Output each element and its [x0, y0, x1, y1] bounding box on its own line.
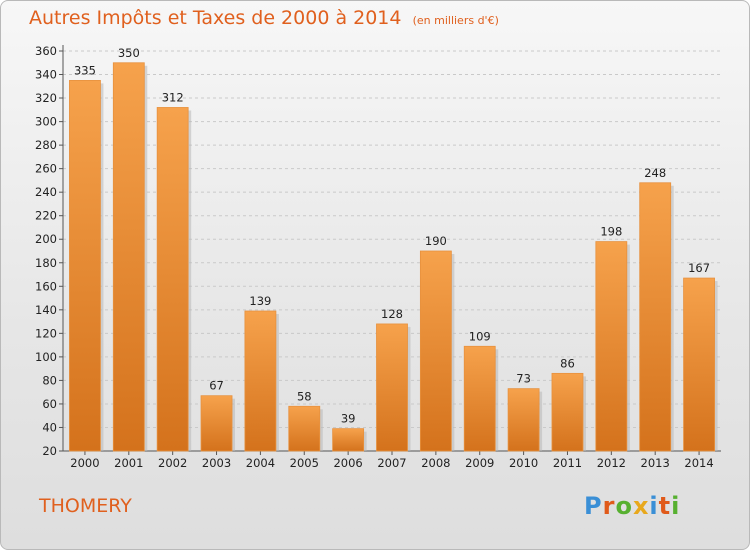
y-tick-label: 200: [35, 232, 57, 246]
y-tick-label: 120: [35, 326, 57, 340]
bar-2006[interactable]: [332, 428, 365, 452]
x-tick-label-2004: 2004: [246, 456, 275, 470]
data-labels: 335 350 312 67 139 58 39 128 190 109 73 86 198 248 167: [74, 46, 710, 426]
x-tick-label-2009: 2009: [465, 456, 494, 470]
proxiti-logo[interactable]: Proxiti: [584, 492, 680, 520]
data-label-2013: 248: [644, 166, 666, 180]
x-tick-label-2003: 2003: [202, 456, 231, 470]
bar-2003[interactable]: [200, 395, 233, 452]
y-tick-label: 240: [35, 185, 57, 199]
data-label-2001: 350: [118, 46, 140, 60]
chart-title-unit: (en milliers d'€): [412, 14, 499, 27]
chart-title-main: Autres Impôts et Taxes de 2000 à 2014: [29, 7, 402, 29]
logo-letter: o: [615, 492, 633, 520]
y-tick-label: 160: [35, 279, 57, 293]
y-tick-label: 360: [35, 44, 57, 58]
logo-letter: x: [632, 492, 650, 520]
bar-2004[interactable]: [244, 310, 277, 452]
chart-title: Autres Impôts et Taxes de 2000 à 2014 (e…: [29, 7, 499, 29]
bar-2008[interactable]: [419, 250, 452, 452]
x-tick-label-2001: 2001: [114, 456, 143, 470]
bar-2009[interactable]: [463, 345, 496, 452]
y-tick-label: 280: [35, 138, 57, 152]
y-tick-label: 140: [35, 303, 57, 317]
x-tick-label-2005: 2005: [290, 456, 319, 470]
y-tick-label: 40: [42, 420, 57, 434]
logo-letter: i: [649, 492, 659, 520]
location-label: THOMERY: [39, 495, 132, 517]
data-label-2002: 312: [162, 90, 184, 104]
data-label-2007: 128: [381, 307, 403, 321]
y-tick-label: 220: [35, 209, 57, 223]
logo-letter: P: [584, 492, 603, 520]
x-tick-label-2006: 2006: [333, 456, 362, 470]
y-tick-label: 320: [35, 91, 57, 105]
x-tick-label-2013: 2013: [641, 456, 670, 470]
y-tick-label: 80: [42, 373, 57, 387]
data-label-2006: 39: [341, 412, 356, 426]
x-tick-label-2012: 2012: [597, 456, 626, 470]
bar-2013[interactable]: [639, 182, 672, 452]
x-tick-label-2011: 2011: [553, 456, 582, 470]
y-tick-label: 60: [42, 397, 57, 411]
x-tick-label-2008: 2008: [421, 456, 450, 470]
data-label-2000: 335: [74, 63, 96, 77]
data-label-2004: 139: [249, 294, 271, 308]
bar-2010[interactable]: [507, 388, 540, 452]
bar-2001[interactable]: [112, 62, 145, 452]
bar-2011[interactable]: [551, 372, 584, 452]
logo-letter: r: [602, 492, 616, 520]
bar-2007[interactable]: [376, 323, 408, 452]
data-label-2005: 58: [297, 389, 312, 403]
y-tick-label: 20: [42, 444, 57, 458]
data-label-2010: 73: [516, 372, 531, 386]
y-tick-label: 260: [35, 162, 57, 176]
y-tick-label: 100: [35, 350, 57, 364]
data-label-2009: 109: [469, 329, 491, 343]
bar-2014[interactable]: [683, 277, 715, 452]
data-label-2011: 86: [560, 356, 575, 370]
logo-letter: t: [658, 492, 672, 520]
y-tick-labels: 20 40 60 80 100 120 140 160 180 200 220 240 260 280 30…: [35, 44, 57, 458]
x-tick-label-2007: 2007: [377, 456, 406, 470]
bar-2000[interactable]: [69, 80, 101, 452]
x-tick-labels: 2000 2001 2002 2003 2004 2005 2006 2007 2008 2009…: [70, 456, 713, 470]
data-label-2012: 198: [600, 225, 622, 239]
x-tick-label-2000: 2000: [70, 456, 99, 470]
logo-letter: i: [671, 492, 681, 520]
bar-2012[interactable]: [595, 241, 628, 452]
data-label-2014: 167: [688, 261, 710, 275]
y-tick-label: 300: [35, 115, 57, 129]
bar-2005[interactable]: [288, 405, 321, 452]
y-tick-label: 180: [35, 256, 57, 270]
y-tick-label: 340: [35, 68, 57, 82]
x-tick-label-2002: 2002: [158, 456, 187, 470]
data-label-2008: 190: [425, 234, 447, 248]
bar-2002[interactable]: [156, 107, 189, 452]
bars: [69, 62, 718, 452]
data-label-2003: 67: [209, 379, 224, 393]
x-tick-label-2010: 2010: [509, 456, 538, 470]
x-tick-label-2014: 2014: [684, 456, 713, 470]
